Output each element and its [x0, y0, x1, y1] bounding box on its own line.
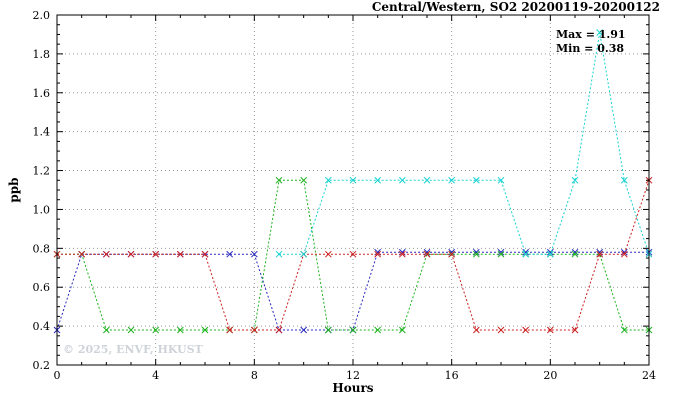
- y-tick-label: 0.6: [33, 281, 51, 294]
- chart-title: Central/Western, SO2 20200119-20200122: [372, 0, 660, 14]
- max-annotation: Max = 1.91: [556, 28, 626, 41]
- grid-layer: [57, 15, 649, 365]
- y-tick-label: 0.4: [33, 320, 51, 333]
- y-tick-label: 0.8: [33, 242, 51, 255]
- x-tick-label: 16: [445, 369, 459, 382]
- watermark: © 2025, ENVF, HKUST: [63, 343, 204, 356]
- series-markers-station-cyan: [275, 29, 653, 258]
- x-tick-label: 0: [54, 369, 61, 382]
- min-annotation: Min = 0.38: [556, 42, 624, 55]
- y-tick-label: 1.8: [33, 48, 51, 61]
- y-tick-label: 1.0: [33, 203, 51, 216]
- x-tick-label: 20: [543, 369, 557, 382]
- x-tick-label: 24: [642, 369, 656, 382]
- plot-border: [56, 14, 650, 366]
- y-tick-label: 1.6: [33, 87, 51, 100]
- y-tick-label: 1.4: [33, 126, 51, 139]
- x-tick-label: 8: [251, 369, 258, 382]
- series-layer: [53, 29, 653, 334]
- y-tick-label: 0.2: [33, 359, 51, 372]
- x-axis-label: Hours: [332, 381, 373, 395]
- y-tick-label: 1.2: [33, 165, 51, 178]
- y-axis-label: ppb: [7, 177, 21, 202]
- axis-layer: 0 4 8 12 16 20 24 0.2 0.4 0.6 0.8 1.0 1.2 1.4 1.6 1.8 2.…: [33, 9, 657, 382]
- x-tick-label: 4: [152, 369, 159, 382]
- series-line-station-cyan: [279, 32, 650, 255]
- y-tick-label: 2.0: [33, 9, 51, 22]
- x-tick-label: 12: [346, 369, 360, 382]
